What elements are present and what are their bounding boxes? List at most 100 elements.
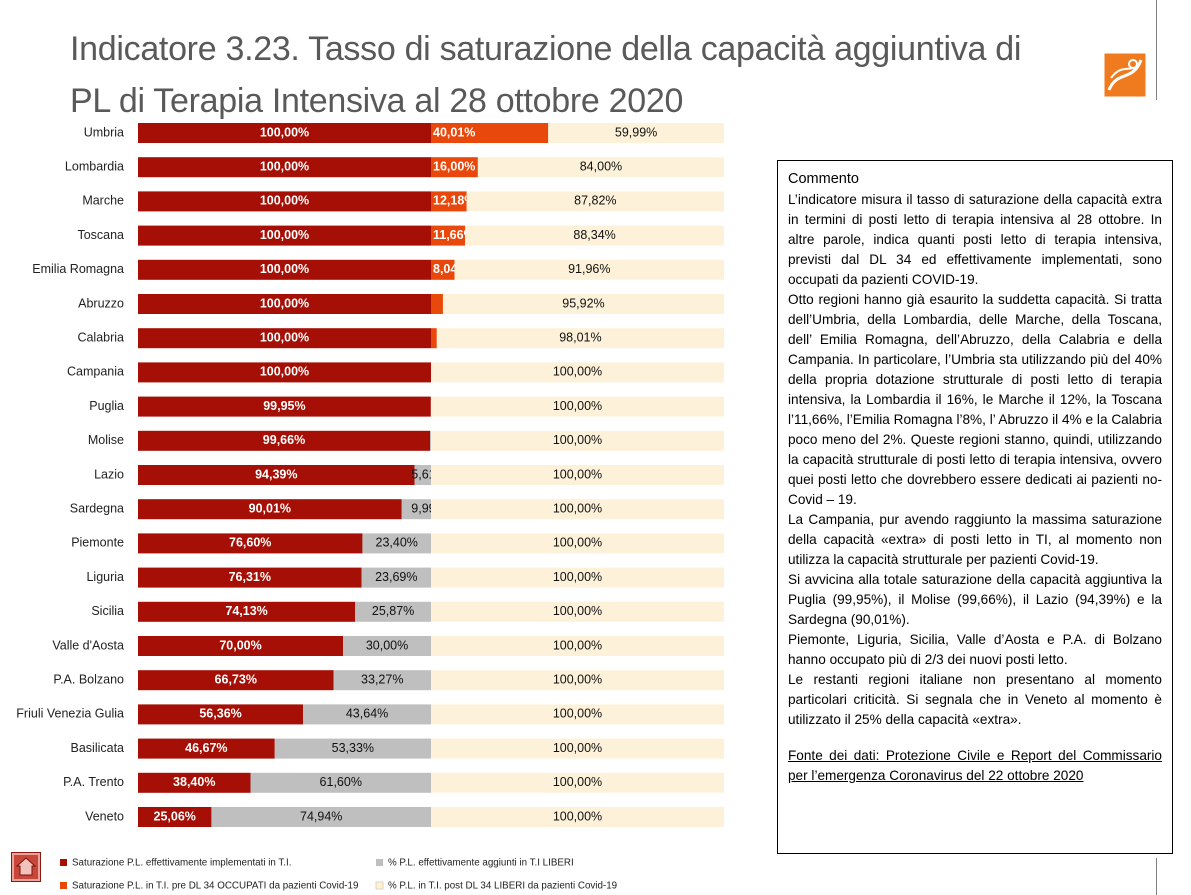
bar-liberi-post-dl34 bbox=[442, 294, 724, 314]
data-label-aggiunti-liberi: 33,27% bbox=[361, 672, 403, 686]
bar-saturazione-implementati bbox=[138, 533, 363, 554]
data-label-liberi-post-dl34: 100,00% bbox=[553, 672, 602, 686]
data-label-implementati: 46,67% bbox=[185, 741, 227, 755]
bar-liberi-post-dl34 bbox=[436, 328, 724, 349]
data-label-liberi-post-dl34: 88,34% bbox=[573, 228, 615, 242]
bar-saturazione-implementati bbox=[138, 259, 431, 280]
bar-liberi-post-dl34 bbox=[431, 670, 724, 691]
bar-occupati-pre-dl34 bbox=[431, 191, 467, 212]
bar-saturazione-implementati bbox=[138, 567, 362, 588]
comment-title: Commento bbox=[788, 171, 859, 187]
category-label: Emilia Romagna bbox=[32, 262, 124, 276]
data-label-implementati: 100,00% bbox=[260, 365, 309, 379]
category-label: Valle d'Aosta bbox=[52, 638, 124, 652]
category-label: P.A. Bolzano bbox=[53, 672, 124, 686]
bar-saturazione-implementati bbox=[138, 294, 431, 314]
category-label: Liguria bbox=[86, 570, 124, 584]
data-label-implementati: 38,40% bbox=[173, 775, 215, 789]
bar-liberi-post-dl34 bbox=[431, 430, 724, 451]
bar-liberi-post-dl34 bbox=[431, 601, 724, 622]
bar-saturazione-implementati bbox=[138, 772, 251, 793]
category-label: Calabria bbox=[77, 330, 124, 344]
bar-liberi-post-dl34 bbox=[431, 807, 724, 827]
data-label-liberi-post-dl34: 91,96% bbox=[568, 262, 610, 276]
bar-liberi-post-dl34 bbox=[431, 738, 724, 759]
data-label-implementati: 100,00% bbox=[260, 330, 309, 344]
comment-paragraph: Si avvicina alla totale saturazione dell… bbox=[788, 572, 1162, 627]
bar-occupati-pre-dl34 bbox=[431, 294, 443, 314]
data-label-implementati: 100,00% bbox=[260, 296, 309, 310]
category-label: Puglia bbox=[89, 399, 124, 413]
bar-liberi-post-dl34 bbox=[431, 362, 724, 383]
logo-icon bbox=[1103, 52, 1147, 98]
data-label-implementati: 99,66% bbox=[263, 433, 305, 447]
bar-liberi-post-dl34 bbox=[477, 157, 724, 178]
data-label-aggiunti-liberi: 43,64% bbox=[346, 707, 388, 721]
category-label: P.A. Trento bbox=[63, 775, 124, 789]
divider-bottom bbox=[1156, 858, 1157, 895]
category-label: Piemonte bbox=[71, 536, 124, 550]
comment-paragraph: La Campania, pur avendo raggiunto la mas… bbox=[788, 512, 1162, 567]
data-label-implementati: 70,00% bbox=[219, 638, 261, 652]
bar-liberi-post-dl34 bbox=[548, 123, 724, 143]
bar-saturazione-implementati bbox=[138, 601, 356, 622]
data-label-liberi-post-dl34: 100,00% bbox=[553, 638, 602, 652]
bar-saturazione-implementati bbox=[138, 328, 431, 349]
bar-liberi-post-dl34 bbox=[431, 704, 724, 725]
data-label-implementati: 56,36% bbox=[199, 707, 241, 721]
data-label-occupati-pre-dl34: 40,01% bbox=[433, 125, 475, 139]
data-label-implementati: 100,00% bbox=[260, 194, 309, 208]
bar-liberi-post-dl34 bbox=[431, 465, 724, 485]
data-label-implementati: 99,95% bbox=[263, 399, 305, 413]
bar-saturazione-implementati bbox=[138, 738, 275, 759]
category-label: Veneto bbox=[85, 809, 124, 823]
legend-item-label: % P.L. effettivamente aggiunti in T.I LI… bbox=[388, 858, 574, 869]
data-label-implementati: 76,60% bbox=[229, 536, 271, 550]
bar-saturazione-implementati bbox=[138, 430, 431, 451]
bar-aggiunti-liberi bbox=[250, 772, 431, 793]
category-label: Umbria bbox=[84, 125, 124, 139]
category-label: Sicilia bbox=[91, 604, 124, 618]
bar-saturazione-implementati bbox=[138, 157, 431, 178]
bar-occupati-pre-dl34 bbox=[431, 328, 437, 349]
category-label: Molise bbox=[88, 433, 124, 447]
category-label: Friuli Venezia Gulia bbox=[16, 707, 124, 721]
data-label-occupati-pre-dl34: 12,18% bbox=[433, 194, 475, 208]
data-label-liberi-post-dl34: 59,99% bbox=[615, 125, 657, 139]
data-label-occupati-pre-dl34: 11,66% bbox=[433, 228, 475, 242]
data-label-implementati: 100,00% bbox=[260, 262, 309, 276]
comment-paragraph: Le restanti regioni italiane non present… bbox=[788, 672, 1162, 727]
legend-swatch bbox=[60, 882, 67, 889]
data-label-implementati: 94,39% bbox=[255, 467, 297, 481]
bar-saturazione-implementati bbox=[138, 670, 334, 691]
bar-liberi-post-dl34 bbox=[466, 191, 724, 212]
divider-top bbox=[1156, 0, 1157, 100]
comment-paragraph: Otto regioni hanno già esaurito la sudde… bbox=[788, 292, 1162, 507]
bar-liberi-post-dl34 bbox=[431, 772, 724, 793]
bar-occupati-pre-dl34 bbox=[431, 157, 478, 178]
bar-aggiunti-liberi bbox=[274, 738, 431, 759]
data-source-note: Fonte dei dati: Protezione Civile e Repo… bbox=[788, 748, 1162, 783]
data-label-liberi-post-dl34: 100,00% bbox=[553, 501, 602, 515]
bar-liberi-post-dl34 bbox=[431, 499, 724, 520]
bar-saturazione-implementati bbox=[138, 704, 304, 725]
bar-aggiunti-liberi bbox=[333, 670, 431, 691]
home-icon[interactable] bbox=[11, 852, 41, 882]
data-label-liberi-post-dl34: 87,82% bbox=[574, 194, 616, 208]
data-label-liberi-post-dl34: 100,00% bbox=[553, 536, 602, 550]
category-label: Sardegna bbox=[70, 501, 124, 515]
comment-body: L’indicatore misura il tasso di saturazi… bbox=[788, 190, 1162, 730]
data-label-implementati: 74,13% bbox=[225, 604, 267, 618]
data-label-aggiunti-liberi: 74,94% bbox=[300, 809, 342, 823]
bar-saturazione-implementati bbox=[138, 499, 402, 520]
data-label-liberi-post-dl34: 100,00% bbox=[553, 707, 602, 721]
bar-saturazione-implementati bbox=[138, 807, 212, 827]
bar-aggiunti-liberi bbox=[361, 567, 431, 588]
page-title-line-2: PL di Terapia Intensiva al 28 ottobre 20… bbox=[70, 82, 684, 120]
category-label: Marche bbox=[82, 194, 124, 208]
bar-liberi-post-dl34 bbox=[431, 636, 724, 656]
data-label-liberi-post-dl34: 100,00% bbox=[553, 809, 602, 823]
data-label-implementati: 100,00% bbox=[260, 159, 309, 173]
data-label-liberi-post-dl34: 95,92% bbox=[562, 296, 604, 310]
bar-liberi-post-dl34 bbox=[465, 225, 724, 246]
